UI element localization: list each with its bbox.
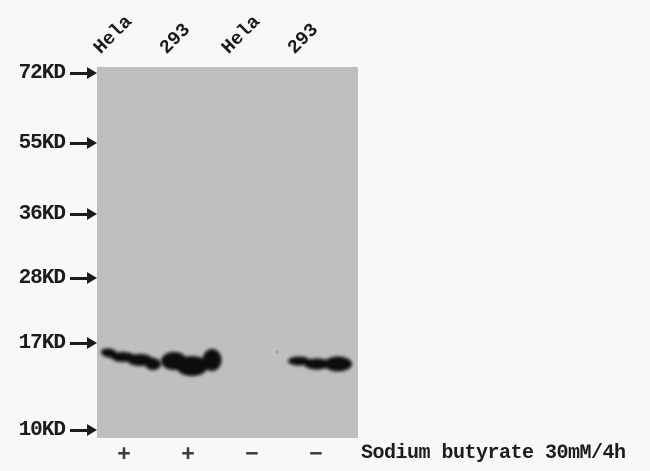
mw-marker-28kd: 28KD bbox=[0, 266, 97, 290]
protein-bands-layer bbox=[101, 348, 352, 376]
lane-label-293-2: 293 bbox=[283, 18, 323, 59]
treatment-sign-lane-1: + bbox=[117, 442, 131, 468]
right-arrow-icon bbox=[70, 67, 97, 79]
blot-membrane bbox=[97, 67, 358, 438]
treatment-sign-lane-4: − bbox=[309, 442, 323, 468]
lane-label-293-1: 293 bbox=[155, 18, 195, 59]
treatment-sign-lane-2: + bbox=[181, 442, 195, 468]
right-arrow-icon bbox=[70, 208, 97, 220]
lane-label-hela-1: Hela bbox=[89, 10, 137, 59]
mw-marker-17kd: 17KD bbox=[0, 331, 97, 355]
faint-speck-lane-3 bbox=[275, 350, 279, 354]
right-arrow-icon bbox=[70, 137, 97, 149]
mw-label: 10KD bbox=[18, 418, 66, 442]
treatment-caption: Sodium butyrate 30mM/4h bbox=[361, 442, 626, 465]
mw-marker-36kd: 36KD bbox=[0, 202, 97, 226]
protein-band-lane-2 bbox=[161, 349, 222, 376]
mw-label: 28KD bbox=[18, 266, 66, 290]
lane-label-hela-2: Hela bbox=[217, 10, 265, 59]
right-arrow-icon bbox=[70, 272, 97, 284]
mw-label: 55KD bbox=[18, 131, 66, 155]
right-arrow-icon bbox=[70, 337, 97, 349]
mw-label: 17KD bbox=[18, 331, 66, 355]
protein-band-lane-4 bbox=[288, 356, 352, 372]
treatment-sign-lane-3: − bbox=[245, 442, 259, 468]
mw-label: 72KD bbox=[18, 61, 66, 85]
mw-marker-10kd: 10KD bbox=[0, 418, 97, 442]
right-arrow-icon bbox=[70, 424, 97, 436]
protein-band-lane-1 bbox=[101, 348, 161, 370]
mw-marker-55kd: 55KD bbox=[0, 131, 97, 155]
mw-marker-72kd: 72KD bbox=[0, 61, 97, 85]
mw-label: 36KD bbox=[18, 202, 66, 226]
